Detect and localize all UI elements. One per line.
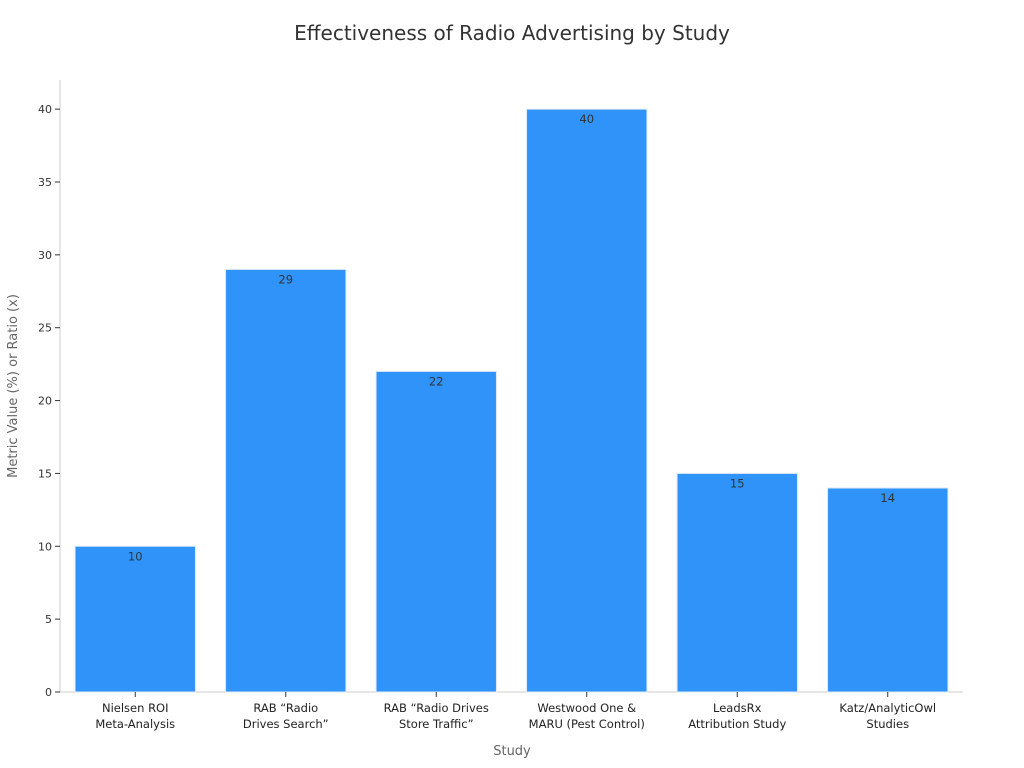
y-tick-label: 25	[38, 322, 52, 335]
data-label: 29	[278, 272, 293, 286]
data-label: 22	[429, 374, 444, 388]
x-tick-label: Katz/AnalyticOwl	[839, 701, 936, 715]
x-tick-label: Store Traffic”	[399, 717, 474, 731]
x-tick-label: RAB “Radio Drives	[384, 701, 489, 715]
y-tick-label: 5	[45, 613, 52, 626]
x-tick-label: Nielsen ROI	[102, 701, 169, 715]
bar	[74, 545, 196, 693]
y-tick-label: 20	[38, 395, 52, 408]
x-axis-label: Study	[493, 744, 531, 759]
bar	[827, 487, 949, 693]
y-tick-label: 35	[38, 176, 52, 189]
x-tick-label: MARU (Pest Control)	[529, 717, 645, 731]
y-axis-label: Metric Value (%) or Ratio (x)	[6, 294, 21, 478]
x-tick-label: LeadsRx	[713, 701, 762, 715]
data-label: 10	[128, 549, 143, 563]
y-tick-label: 0	[45, 686, 52, 699]
data-label: 14	[880, 491, 895, 505]
x-tick-label: Westwood One &	[537, 701, 636, 715]
y-tick-label: 40	[38, 103, 52, 116]
y-tick-label: 30	[38, 249, 52, 262]
bar	[225, 268, 347, 693]
bar	[526, 108, 648, 693]
y-tick-label: 15	[38, 467, 52, 480]
bar	[375, 370, 497, 693]
bar	[676, 472, 798, 693]
x-tick-label: RAB “Radio	[253, 701, 318, 715]
x-tick-label: Attribution Study	[688, 717, 786, 731]
data-label: 40	[579, 112, 594, 126]
x-tick-label: Meta-Analysis	[95, 717, 175, 731]
chart-title: Effectiveness of Radio Advertising by St…	[294, 21, 730, 45]
x-tick-label: Studies	[866, 717, 909, 731]
x-tick-label: Drives Search”	[243, 717, 329, 731]
y-tick-label: 10	[38, 540, 52, 553]
data-label: 15	[730, 476, 745, 490]
